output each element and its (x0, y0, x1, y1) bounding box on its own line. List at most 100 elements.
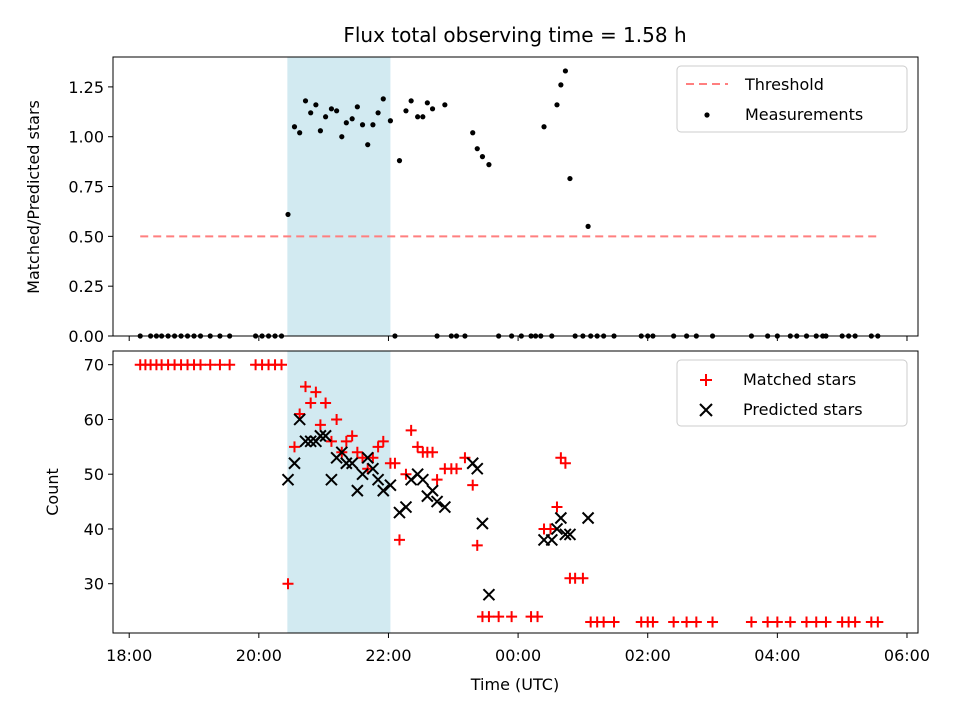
x-tick-label: 04:00 (754, 646, 800, 665)
predicted-star-point (325, 473, 338, 486)
matched-star-point (784, 616, 796, 628)
measurement-point (470, 130, 476, 136)
measurement-point (415, 114, 421, 120)
matched-star-point (276, 359, 288, 371)
predicted-star-point (476, 517, 489, 530)
matched-star-point (389, 457, 401, 469)
chart-title: Flux total observing time = 1.58 h (343, 23, 686, 47)
count-panel: 30 40 50 60 70 18:00 20:00 22:00 00:00 02:00 04:0… (43, 350, 930, 694)
measurement-point (554, 102, 560, 108)
matched-star-point (367, 452, 379, 464)
measurement-point (334, 108, 340, 114)
predicted-star-point (299, 435, 312, 448)
predicted-star-point (288, 457, 301, 470)
measurement-point (359, 122, 366, 128)
measurement-point (297, 130, 303, 136)
predicted-star-point (377, 484, 390, 497)
predicted-star-point (319, 429, 332, 443)
matched-star-point (690, 616, 702, 628)
legend-measurements-swatch (704, 112, 710, 118)
predicted-star-point (340, 457, 353, 470)
measurement-point (541, 124, 547, 130)
matched-star-point (346, 430, 358, 442)
measurement-point (291, 124, 298, 130)
predicted-star-point (304, 435, 317, 448)
x-tick-label: 18:00 (106, 646, 152, 665)
measurement-point (354, 104, 360, 110)
measurement-point (424, 100, 430, 106)
matched-star-point (532, 611, 544, 623)
measurement-point (370, 122, 376, 128)
legend-threshold-label: Threshold (744, 75, 824, 94)
matched-star-point (471, 539, 483, 551)
legend-predicted-label: Predicted stars (743, 400, 863, 419)
legend-predicted-swatch (699, 403, 713, 417)
matched-star-point (340, 435, 352, 447)
count-shaded-interval (287, 351, 391, 633)
predicted-star-point (371, 473, 385, 486)
ratio-ytick-label: 0.00 (68, 327, 104, 346)
predicted-star-point (366, 462, 380, 475)
matched-star-point (195, 359, 206, 371)
matched-star-point (771, 616, 783, 628)
measurement-point (343, 120, 349, 126)
matched-star-point (467, 479, 479, 491)
count-ytick-label: 30 (84, 575, 104, 594)
ratio-shaded-interval (287, 57, 391, 336)
matched-star-point (204, 359, 216, 371)
measurement-point (403, 108, 409, 114)
matched-star-point (288, 441, 300, 453)
predicted-star-point (416, 473, 430, 486)
matched-star-point (393, 534, 405, 546)
predicted-star-point (293, 413, 306, 426)
measurement-point (285, 211, 291, 218)
matched-star-point (325, 435, 337, 447)
matched-star-point (412, 441, 424, 453)
matched-star-point (551, 501, 563, 513)
measurement-point (562, 68, 569, 74)
matched-star-point (483, 611, 495, 623)
matched-star-point (377, 435, 389, 447)
count-ytick-label: 60 (84, 410, 104, 429)
matched-star-point (310, 386, 322, 398)
matched-star-point (820, 616, 832, 628)
matched-star-point (282, 578, 294, 590)
predicted-star-point (426, 484, 439, 497)
matched-star-point (357, 452, 369, 464)
matched-star-point (681, 616, 693, 628)
matched-star-point (745, 616, 757, 628)
matched-star-point (300, 381, 311, 393)
measurement-point (474, 146, 480, 152)
predicted-star-point (351, 484, 364, 497)
ratio-legend: Threshold Measurements (676, 65, 908, 133)
matched-star-point (801, 616, 813, 628)
matched-star-point (427, 446, 439, 458)
matched-star-point (506, 611, 518, 623)
measurement-point (317, 128, 324, 134)
ratio-ytick-label: 1.25 (68, 78, 104, 97)
predicted-star-point (281, 473, 295, 486)
measurement-point (387, 118, 394, 124)
matched-star-point (351, 446, 363, 458)
measurement-point (558, 82, 564, 88)
matched-star-point (331, 413, 343, 425)
predicted-star-point (361, 451, 374, 464)
measurement-point (429, 106, 436, 112)
predicted-star-point (384, 478, 397, 492)
predicted-star-point (335, 446, 349, 459)
predicted-star-point (581, 511, 595, 525)
matched-star-point (314, 419, 326, 431)
measurement-point (339, 134, 345, 140)
predicted-star-point (559, 528, 572, 541)
x-tick-label: 22:00 (365, 646, 411, 665)
matched-star-point (559, 457, 571, 469)
predicted-star-point (314, 429, 327, 443)
ratio-ytick-label: 0.50 (68, 227, 104, 246)
measurement-point (567, 175, 573, 182)
matched-star-point (493, 611, 505, 623)
measurement-point (375, 110, 381, 116)
ratio-panel: 0.00 0.25 0.50 0.75 1.00 1.25 Matched/Predict… (24, 56, 919, 346)
predicted-star-point (345, 457, 359, 470)
x-tick-label: 06:00 (884, 646, 930, 665)
